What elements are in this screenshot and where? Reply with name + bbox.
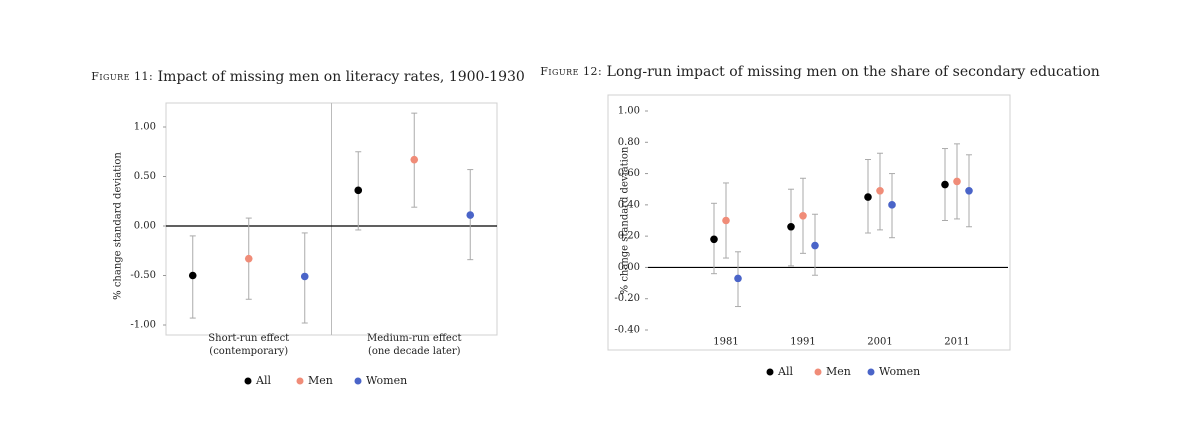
legend-label: All [777, 365, 793, 378]
y-tick-label: 0.60 [618, 168, 640, 179]
x-tick-label: 2011 [944, 337, 969, 348]
y-tick-label: 0.40 [618, 199, 640, 210]
legend-label: Men [308, 374, 333, 387]
plot-frame [607, 94, 1011, 351]
legend-label: Women [366, 374, 407, 387]
x-tick-label: Medium-run effect (one decade later) [367, 333, 461, 357]
x-tick-label: Short-run effect (contemporary) [208, 333, 289, 357]
y-tick-label: -1.00 [130, 320, 156, 331]
dot [188, 271, 197, 280]
figure-label: Figure 12: [540, 65, 602, 78]
figure: Figure 12: Long-run impact of missing me… [540, 64, 1100, 378]
dot [876, 186, 884, 195]
y-tick-label: 0.50 [134, 171, 156, 182]
x-tick-label: 1991 [790, 337, 815, 348]
dot [953, 177, 961, 186]
dot [888, 201, 896, 209]
x-tick-label: 1981 [713, 337, 738, 348]
dot [941, 180, 949, 189]
legend-label: All [255, 374, 271, 387]
y-tick-label: 0.80 [618, 137, 640, 148]
figure-title: Figure 11: Impact of missing men on lite… [91, 69, 525, 85]
y-tick-label: 1.00 [134, 122, 156, 133]
y-tick-label: -0.20 [614, 293, 640, 304]
dot [965, 186, 973, 195]
y-tick-label: -0.50 [130, 270, 156, 281]
dot [722, 216, 730, 225]
dot [300, 272, 309, 281]
y-tick-label: 0.20 [618, 231, 640, 242]
legend-swatch [814, 368, 822, 376]
title-text: Impact of missing men on literacy rates,… [158, 69, 525, 85]
legend-swatch [766, 368, 774, 376]
figure-title: Figure 12: Long-run impact of missing me… [540, 64, 1100, 80]
dot [244, 254, 253, 263]
legend-swatch [867, 368, 875, 376]
legend-swatch [244, 377, 252, 385]
y-tick-label: 0.00 [134, 221, 156, 232]
title-text: Long-run impact of missing men on the sh… [607, 64, 1100, 80]
y-axis-label: % change standard deviation [113, 152, 124, 300]
figure: Figure 11: Impact of missing men on lite… [91, 69, 525, 387]
dot [799, 212, 807, 220]
dot [811, 241, 819, 250]
x-tick-label: 2001 [867, 337, 892, 348]
y-tick-label: -0.40 [614, 325, 640, 336]
dot [864, 193, 872, 201]
legend-label: Women [879, 365, 920, 378]
y-tick-label: 0.00 [618, 262, 640, 273]
y-tick-label: 1.00 [618, 106, 640, 117]
legend-swatch [354, 377, 362, 385]
dot [354, 186, 363, 195]
dot [734, 274, 742, 283]
dot [710, 235, 718, 244]
dot [466, 211, 475, 219]
legend-swatch [296, 377, 304, 385]
dot [410, 155, 419, 164]
legend-label: Men [826, 365, 851, 378]
y-axis-label: % change standard deviation [620, 146, 631, 294]
dot [787, 222, 795, 231]
figure-label: Figure 11: [91, 70, 153, 83]
